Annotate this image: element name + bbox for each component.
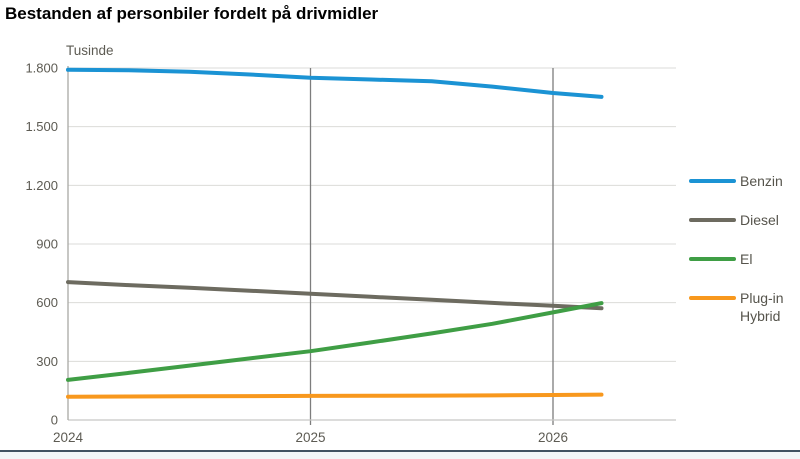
legend-item-diesel: Diesel [689, 211, 800, 229]
x-tick-label: 2024 [53, 430, 84, 445]
y-axis-unit-label: Tusinde [66, 43, 114, 58]
benzin-line-swatch [689, 179, 736, 183]
x-tick-label: 2025 [295, 430, 325, 445]
legend-item-el: El [689, 250, 800, 268]
legend-label-benzin: Benzin [740, 173, 783, 189]
x-tick-label: 2026 [538, 430, 568, 445]
legend-item-benzin: Benzin [689, 172, 800, 190]
y-tick-label: 1.200 [25, 178, 58, 193]
y-tick-label: 0 [51, 413, 58, 428]
plugin-hybrid-line-swatch [689, 296, 736, 300]
bottom-divider [0, 450, 800, 459]
series-line-diesel [66, 280, 604, 311]
legend-item-plugin-hybrid: Plug-in Hybrid [689, 289, 800, 325]
legend-label-diesel: Diesel [740, 212, 779, 228]
y-tick-label: 900 [36, 237, 58, 252]
diesel-line-swatch [689, 218, 736, 222]
legend: Benzin Diesel El Plug-in Hybrid [689, 172, 800, 346]
y-tick-label: 1.800 [25, 61, 58, 76]
legend-label-plugin-hybrid: Plug-in Hybrid [740, 290, 784, 324]
y-tick-label: 600 [36, 295, 58, 310]
series-line-plug-in-hybrid [66, 392, 604, 399]
legend-label-el: El [740, 251, 753, 267]
series-line-benzin [66, 67, 604, 99]
el-line-swatch [689, 257, 736, 261]
chart-title: Bestanden af personbiler fordelt på driv… [5, 4, 379, 23]
series-line-el [66, 301, 604, 382]
y-tick-label: 1.500 [25, 119, 58, 134]
y-tick-label: 300 [36, 354, 58, 369]
